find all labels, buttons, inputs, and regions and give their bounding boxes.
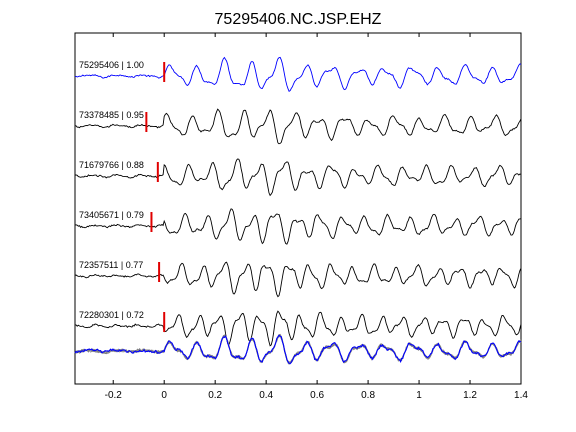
stack-layer [74, 333, 522, 365]
x-tick-label: 0.6 [310, 390, 324, 401]
trace-71679766 [74, 158, 522, 197]
trace-72280301 [75, 310, 522, 347]
trace-73378485 [75, 108, 522, 145]
trace-label-73378485: 73378485 | 0.95 [79, 110, 144, 120]
trace-75295406 [74, 56, 522, 92]
x-tick-label: 1 [416, 390, 422, 401]
x-axis-ticks: -0.2 0 0.2 0.4 0.6 0.8 1 1.2 1.4 [105, 33, 528, 401]
stack-trace-72357511 [74, 334, 522, 364]
trace-label-73405671: 73405671 | 0.79 [79, 210, 144, 220]
x-tick-label: 1.4 [514, 390, 528, 401]
trace-73405671 [74, 208, 522, 245]
trace-label-71679766: 71679766 | 0.88 [79, 160, 144, 170]
picks-layer [145, 62, 166, 332]
x-tick-label: -0.2 [105, 390, 123, 401]
x-tick-label: 0.2 [208, 390, 222, 401]
x-tick-label: 0.8 [361, 390, 375, 401]
chart-title: 75295406.NC.JSP.EHZ [215, 11, 382, 28]
trace-label-72280301: 72280301 | 0.72 [79, 310, 144, 320]
trace-labels: 75295406 | 1.00 73378485 | 0.95 71679766 |… [79, 60, 144, 320]
trace-72357511 [74, 261, 522, 298]
x-tick-label: 0 [161, 390, 167, 401]
plot-frame [74, 32, 522, 385]
trace-label-72357511: 72357511 | 0.77 [79, 260, 143, 270]
x-tick-label: 0.4 [259, 390, 273, 401]
stack-trace-75295406 [74, 334, 522, 365]
x-tick-label: 1.2 [463, 390, 477, 401]
traces-layer [74, 56, 522, 347]
trace-label-75295406: 75295406 | 1.00 [79, 60, 144, 70]
